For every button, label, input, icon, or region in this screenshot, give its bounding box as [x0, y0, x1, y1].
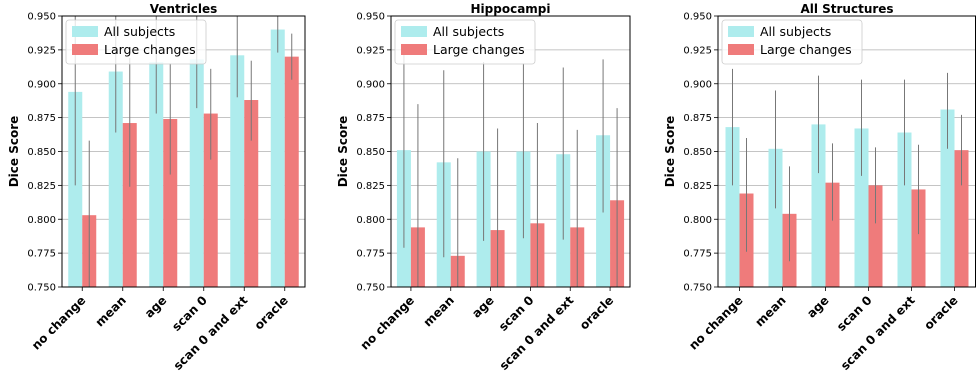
chart-title: All Structures [800, 2, 893, 16]
legend-swatch [728, 26, 754, 37]
bar-large-changes [122, 123, 137, 287]
axes-frame [390, 15, 631, 288]
bar-all-subjects [149, 62, 164, 287]
legend-label: All subjects [433, 24, 504, 39]
bar-all-subjects [108, 71, 123, 287]
bar-all-subjects [68, 91, 83, 287]
legend-swatch [72, 44, 98, 55]
legend [65, 19, 207, 65]
y-tick-label: 0.825 [683, 181, 712, 192]
x-tick-label: age [469, 293, 496, 320]
x-tick-label: no change [29, 293, 88, 352]
y-axis-label: Dice Score [336, 116, 350, 188]
x-tick-label: no change [686, 293, 745, 352]
y-tick-label: 0.775 [356, 249, 385, 260]
chart-panel-2: 0.750 0.775 0.800 0.825 0.850 0.875 0.900 0.925… [663, 2, 976, 372]
plot-area [396, 53, 625, 287]
x-tick-label: scan 0 and ext [497, 293, 577, 372]
y-tick-label: 0.925 [356, 45, 385, 56]
x-tick-label: age [142, 293, 169, 320]
y-tick-label: 0.825 [356, 181, 385, 192]
x-tick-label: oracle [252, 293, 291, 332]
legend-swatch [401, 26, 427, 37]
legend [721, 19, 863, 65]
legend-label: Large changes [433, 42, 525, 57]
y-tick-label: 0.950 [683, 12, 712, 23]
y-tick-label: 0.925 [27, 45, 56, 56]
bar-all-subjects [189, 59, 204, 287]
y-tick-label: 0.875 [27, 113, 56, 124]
legend-swatch [401, 44, 427, 55]
y-tick-label: 0.750 [683, 283, 712, 294]
x-tick-label: age [804, 293, 831, 320]
x-tick-label: mean [752, 293, 788, 329]
bar-all-subjects [897, 132, 912, 287]
y-tick-label: 0.850 [683, 147, 712, 158]
y-axis-label: Dice Score [663, 116, 677, 188]
legend-swatch [728, 44, 754, 55]
y-tick-label: 0.950 [356, 12, 385, 23]
chart-title: Hippocampi [471, 2, 551, 16]
y-tick-label: 0.875 [356, 113, 385, 124]
y-tick-label: 0.800 [683, 215, 712, 226]
y-tick-label: 0.775 [27, 249, 56, 260]
legend-label: Large changes [104, 42, 196, 57]
x-tick-label: scan 0 [169, 293, 210, 334]
y-tick-label: 0.775 [683, 249, 712, 260]
bar-all-subjects [940, 109, 955, 287]
y-tick-label: 0.850 [356, 147, 385, 158]
legend-swatch [72, 26, 98, 37]
y-tick-label: 0.750 [356, 283, 385, 294]
bar-large-changes [825, 182, 840, 287]
y-tick-label: 0.825 [27, 181, 56, 192]
bar-all-subjects [270, 29, 285, 287]
y-tick-label: 0.950 [27, 12, 56, 23]
y-axis-label: Dice Score [7, 116, 21, 188]
x-tick-label: oracle [577, 293, 616, 332]
bar-large-changes [954, 150, 969, 287]
legend-label: All subjects [104, 24, 175, 39]
legend-label: Large changes [760, 42, 852, 57]
bar-large-changes [284, 56, 299, 287]
y-tick-label: 0.800 [27, 215, 56, 226]
legend-label: All subjects [760, 24, 831, 39]
x-tick-label: scan 0 [496, 293, 537, 334]
x-tick-label: mean [93, 293, 129, 329]
chart-panel-0: 0.750 0.775 0.800 0.825 0.850 0.875 0.900 0.925… [7, 2, 306, 372]
bar-large-changes [163, 118, 178, 287]
plot-area [725, 68, 969, 287]
y-tick-label: 0.850 [27, 147, 56, 158]
bar-all-subjects [854, 128, 869, 287]
y-tick-label: 0.750 [27, 283, 56, 294]
bar-all-subjects [811, 124, 826, 287]
x-tick-label: scan 0 and ext [838, 293, 918, 372]
x-tick-label: mean [421, 293, 457, 329]
x-tick-label: no change [358, 293, 417, 352]
bar-large-changes [203, 113, 218, 287]
y-tick-label: 0.900 [27, 79, 56, 90]
y-tick-label: 0.900 [356, 79, 385, 90]
chart-panel-1: 0.750 0.775 0.800 0.825 0.850 0.875 0.900 0.925… [336, 2, 631, 372]
bar-large-changes [868, 185, 883, 287]
y-tick-label: 0.900 [683, 79, 712, 90]
x-tick-label: oracle [921, 293, 960, 332]
bar-large-changes [911, 189, 926, 287]
x-tick-label: scan 0 [834, 293, 875, 334]
x-tick-label: scan 0 and ext [171, 293, 251, 372]
bar-all-subjects [768, 148, 783, 287]
chart-title: Ventricles [150, 2, 218, 16]
y-tick-label: 0.800 [356, 215, 385, 226]
y-tick-label: 0.875 [683, 113, 712, 124]
y-tick-label: 0.925 [683, 45, 712, 56]
bar-all-subjects [725, 127, 740, 287]
bar-all-subjects [230, 55, 245, 287]
axes-frame [61, 15, 306, 288]
legend [394, 19, 536, 65]
bar-large-changes [244, 100, 259, 287]
